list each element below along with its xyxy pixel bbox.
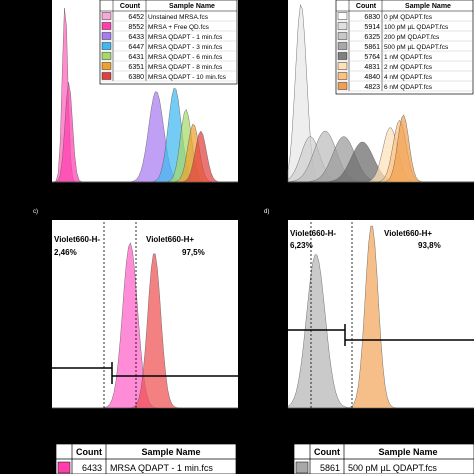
legend-a-rows-swatch xyxy=(101,62,112,70)
legend-b-rows-count: 5764 xyxy=(364,54,380,61)
legend-a-rows-count: 6452 xyxy=(128,14,144,21)
legend-a-rows-name: MRSA QDAPT - 6 min.fcs xyxy=(148,54,223,61)
panel-d-pos-gate-pct: 93,8% xyxy=(418,241,441,250)
legend-d-count-header: Count xyxy=(314,447,340,457)
legend-b-rows-name: 1 nM QDAPT.fcs xyxy=(384,54,433,61)
legend-a-rows-count: 6351 xyxy=(128,64,144,71)
legend-a-rows-swatch xyxy=(101,12,112,20)
legend-b-rows-swatch xyxy=(337,22,348,30)
legend-c-count: 6433 xyxy=(82,463,102,473)
panel-c-neg-gate-label: Violet660-H- xyxy=(54,235,100,244)
panel-c-histograms xyxy=(52,242,238,409)
panel-d-histograms xyxy=(287,225,474,409)
panel-b-legend: Count Sample Name 6830 0 pM QDAPT.fcs 5914 10… xyxy=(335,0,474,95)
legend-a-rows-count: 6447 xyxy=(128,44,144,51)
panel-d-pos-gate-label: Violet660-H+ xyxy=(384,229,432,238)
histogram-a-series-6 xyxy=(52,130,238,183)
legend-b-rows-name: 4 nM QDAPT.fcs xyxy=(384,74,433,81)
legend-b-rows-name: 6 nM QDAPT.fcs xyxy=(384,84,433,91)
legend-a-rows-count: 8552 xyxy=(128,24,144,31)
legend-a-rows-name-header: Sample Name xyxy=(169,3,215,10)
legend-b-rows-count: 4840 xyxy=(364,74,380,81)
legend-a-rows-swatch xyxy=(101,52,112,60)
panel-d-legend: Count Sample Name 5861 500 pM µL QDAPT.f… xyxy=(293,443,474,474)
panel-b-histograms xyxy=(287,3,474,183)
legend-b-rows-name: 200 pM QDAPT.fcs xyxy=(384,34,440,41)
legend-b-rows-swatch xyxy=(337,42,348,50)
panel-a-histograms xyxy=(51,7,238,183)
legend-b-rows-swatch xyxy=(337,72,348,80)
legend-a-rows-swatch xyxy=(101,42,112,50)
histogram-d-series-1 xyxy=(288,225,474,409)
panel-a-legend: Count Sample Name 6452 Unstained MRSA.fcs 85… xyxy=(99,0,238,85)
legend-a-rows-swatch xyxy=(101,22,112,30)
legend-c-name: MRSA QDAPT - 1 min.fcs xyxy=(110,463,213,473)
histogram-c-series-1 xyxy=(52,253,238,409)
legend-b-rows-count-header: Count xyxy=(356,3,377,10)
panel-c-label: c) xyxy=(33,209,38,215)
panel-d-neg-gate-label: Violet660-H- xyxy=(290,229,336,238)
legend-a-rows-count: 6433 xyxy=(128,34,144,41)
legend-d-count: 5861 xyxy=(320,463,340,473)
legend-b-rows-swatch xyxy=(337,62,348,70)
legend-b-rows-count: 5861 xyxy=(364,44,380,51)
legend-b-rows-swatch xyxy=(337,32,348,40)
legend-b-rows-name: 100 pM µL QDAPT.fcs xyxy=(384,24,449,31)
panel-b: Count Sample Name 6830 0 pM QDAPT.fcs 5914 10… xyxy=(287,0,474,183)
legend-a-rows-count: 6431 xyxy=(128,54,144,61)
legend-d-swatch xyxy=(295,461,309,474)
panel-c-legend: Count Sample Name 6433 MRSA QDAPT - 1 mi… xyxy=(55,443,237,474)
legend-b-rows-count: 4823 xyxy=(364,84,380,91)
legend-b-rows-swatch xyxy=(337,52,348,60)
panel-d: Violet660-H- 6,23% Violet660-H+ 93,8% xyxy=(287,220,474,409)
legend-b-rows-name: 500 pM µL QDAPT.fcs xyxy=(384,44,449,51)
panel-c: Violet660-H- 2,46% Violet660-H+ 97,5% xyxy=(52,220,238,409)
legend-b-rows-swatch xyxy=(337,12,348,20)
legend-a-rows-name: MRSA QDAPT - 8 min.fcs xyxy=(148,64,223,71)
legend-b-rows-count: 6830 xyxy=(364,14,380,21)
legend-b-rows-name: 0 pM QDAPT.fcs xyxy=(384,14,433,21)
panel-c-neg-gate-pct: 2,46% xyxy=(54,248,77,257)
legend-a-rows-name: MRSA QDAPT - 1 min.fcs xyxy=(148,34,223,41)
legend-a-rows-name: Unstained MRSA.fcs xyxy=(148,14,209,21)
legend-d-name: 500 pM µL QDAPT.fcs xyxy=(348,463,437,473)
legend-c-name-header: Sample Name xyxy=(141,447,200,457)
legend-a-rows-swatch xyxy=(101,72,112,80)
panel-d-neg-gate-pct: 6,23% xyxy=(290,241,313,250)
panel-c-pos-gate-label: Violet660-H+ xyxy=(146,235,194,244)
panel-d-label: d) xyxy=(264,209,269,215)
legend-b-rows-count: 6325 xyxy=(364,34,380,41)
panel-a: Count Sample Name 6452 Unstained MRSA.fcs 85… xyxy=(51,0,238,183)
legend-b-rows-name-header: Sample Name xyxy=(405,3,451,10)
legend-b-rows-count: 4831 xyxy=(364,64,380,71)
legend-c-count-header: Count xyxy=(76,447,102,457)
legend-a-rows-name: MRSA QDAPT - 3 min.fcs xyxy=(148,44,223,51)
panel-c-pos-gate-pct: 97,5% xyxy=(182,248,205,257)
legend-b-rows-count: 5914 xyxy=(364,24,380,31)
legend-a-rows-count: 6380 xyxy=(128,74,144,81)
legend-d-name-header: Sample Name xyxy=(378,447,437,457)
legend-a-rows-count-header: Count xyxy=(120,3,141,10)
legend-a-rows-name: MRSA QDAPT - 10 min.fcs xyxy=(148,74,227,81)
legend-b-rows-name: 2 nM QDAPT.fcs xyxy=(384,64,433,71)
legend-a-rows-swatch xyxy=(101,32,112,40)
histogram-b-series-7 xyxy=(288,114,474,183)
legend-b-rows-swatch xyxy=(337,82,348,90)
legend-c-swatch xyxy=(57,461,71,474)
legend-a-rows-name: MRSA + Free QD.fcs xyxy=(148,24,210,31)
